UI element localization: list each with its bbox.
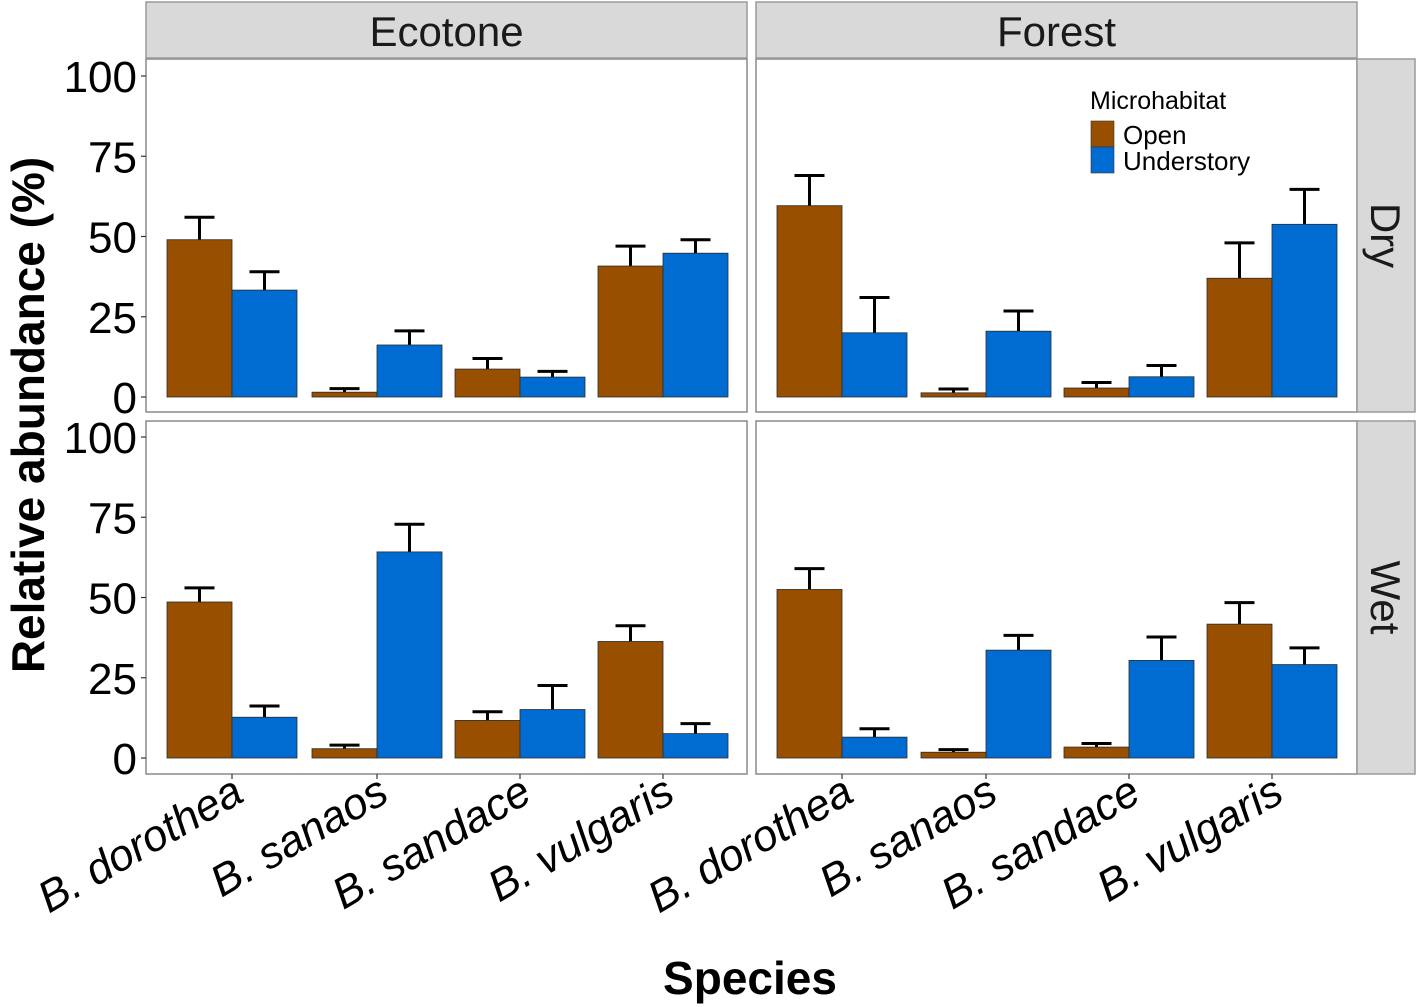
bar-open: [166, 601, 233, 759]
bar-understory: [1271, 664, 1338, 759]
bar-open: [920, 392, 987, 398]
y-tick-label: 25: [88, 655, 137, 704]
strips-layer: Ecotone Forest Dry Wet: [145, 1, 1416, 775]
legend-key-open: [1090, 120, 1115, 148]
bar-understory: [985, 330, 1052, 398]
facet-strip-label: Dry: [1362, 203, 1409, 268]
y-tick-label: 50: [88, 575, 137, 624]
bar-understory: [519, 709, 586, 759]
legend-title: Microhabitat: [1090, 87, 1226, 115]
bar-understory: [662, 252, 729, 398]
panel-forest-dry: [755, 58, 1358, 413]
bar-understory: [841, 332, 908, 398]
y-tick-label: 75: [88, 494, 137, 543]
bar-open: [597, 265, 664, 398]
legend: Microhabitat Open Understory: [1090, 87, 1250, 176]
bar-understory: [231, 289, 298, 398]
bar-open: [311, 391, 378, 398]
bar-understory: [985, 649, 1052, 759]
panel-ecotone-dry: [145, 58, 748, 413]
y-axis-title: Relative abundance (%): [2, 157, 54, 673]
facet-strip-label: Ecotone: [369, 8, 523, 55]
bar-understory: [662, 733, 729, 759]
bar-understory: [376, 344, 443, 398]
bar-open: [454, 720, 521, 759]
x-tick-label: B. dorothea: [639, 766, 861, 922]
facet-strip-label: Forest: [997, 8, 1116, 55]
bar-open: [597, 641, 664, 759]
bar-understory: [1128, 660, 1195, 759]
legend-label-understory: Understory: [1123, 146, 1250, 176]
panel-ecotone-wet: [145, 420, 748, 775]
y-tick-label: 50: [88, 214, 137, 263]
y-tick-label: 75: [88, 133, 137, 182]
bar-open: [776, 205, 843, 398]
y-tick-label: 25: [88, 294, 137, 343]
y-tick-label: 0: [113, 735, 137, 784]
bar-open: [1206, 277, 1273, 398]
facet-strip-dry: [1356, 58, 1416, 413]
y-tick-label: 100: [64, 414, 137, 463]
y-tick-label: 0: [113, 374, 137, 423]
bar-open: [1063, 746, 1130, 759]
legend-label-open: Open: [1123, 120, 1187, 150]
bar-open: [454, 368, 521, 398]
bar-understory: [841, 736, 908, 759]
facet-strip-ecotone: [145, 1, 748, 59]
panels-layer: [145, 58, 1358, 775]
bar-understory: [519, 376, 586, 398]
bar-understory: [231, 716, 298, 759]
facet-strip-forest: [755, 1, 1358, 59]
bar-open: [920, 751, 987, 759]
x-axis-title: Species: [663, 952, 837, 1004]
panel-forest-wet: [755, 420, 1358, 775]
facet-strip-wet: [1356, 420, 1416, 775]
x-tick-label: B. dorothea: [29, 766, 251, 922]
bar-understory: [1271, 223, 1338, 398]
facet-strip-label: Wet: [1362, 561, 1409, 635]
bar-understory: [376, 551, 443, 759]
bar-open: [311, 748, 378, 759]
bar-open: [776, 589, 843, 759]
bar-understory: [1128, 376, 1195, 398]
bar-open: [1206, 623, 1273, 759]
bar-open: [1063, 387, 1130, 398]
bar-open: [166, 239, 233, 398]
y-tick-label: 100: [64, 53, 137, 102]
legend-key-understory: [1090, 146, 1115, 174]
